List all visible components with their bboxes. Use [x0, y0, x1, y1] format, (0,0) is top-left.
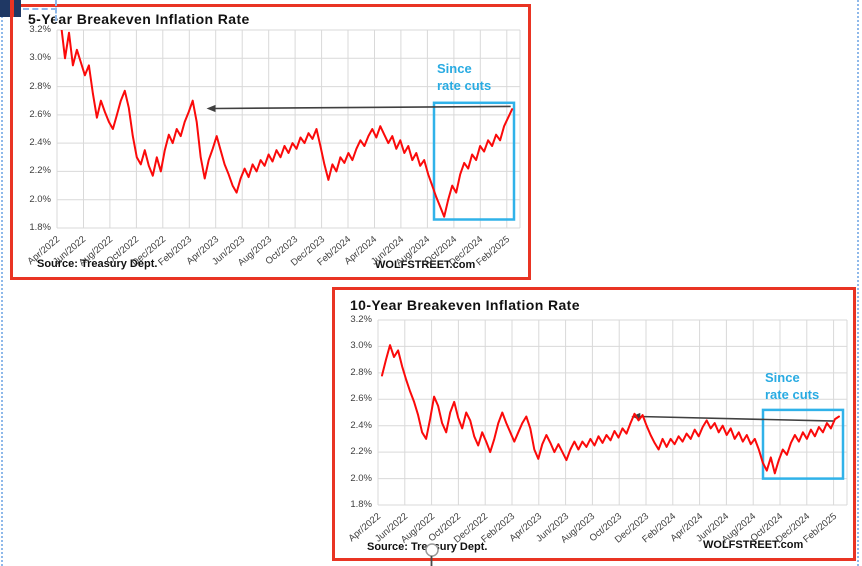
series-line [60, 30, 514, 218]
y-tick-label: 3.2% [350, 314, 372, 325]
source-label-5yr: Source: Treasury Dept. [37, 258, 158, 270]
comparison-arrow-line [214, 105, 511, 110]
y-tick-label: 3.2% [29, 24, 51, 35]
comparison-arrow-line [639, 415, 835, 422]
since-rate-cuts-annotation-5yr: Since rate cuts [437, 60, 491, 94]
annotation-line-1: Since [765, 370, 800, 385]
page-boundary-right [857, 0, 859, 566]
y-tick-label: 3.0% [29, 52, 51, 64]
y-tick-label: 1.8% [350, 499, 372, 510]
rate-cuts-highlight-box [432, 101, 516, 221]
series-line [381, 344, 840, 475]
y-tick-label: 2.6% [29, 108, 51, 120]
anchor-dash-horizontal [23, 8, 57, 10]
comparison-arrow-head [206, 104, 216, 113]
anchor-dash-vertical [55, 0, 57, 21]
y-tick-label: 2.8% [29, 80, 51, 92]
y-tick-label: 2.8% [350, 366, 372, 378]
since-rate-cuts-annotation-10yr: Since rate cuts [765, 369, 819, 403]
y-tick-label: 2.4% [350, 419, 372, 431]
y-tick-label: 2.0% [29, 193, 51, 205]
chart-10yr-breakeven[interactable]: 10-Year Breakeven Inflation Rate Since r… [332, 287, 856, 561]
y-tick-label: 2.2% [29, 165, 51, 177]
y-tick-label: 2.2% [350, 446, 372, 458]
y-tick-label: 2.4% [29, 137, 51, 149]
y-tick-label: 2.6% [350, 393, 372, 405]
chart-title-5yr: 5-Year Breakeven Inflation Rate [28, 11, 250, 27]
y-tick-label: 3.0% [350, 340, 372, 352]
annotation-line-2: rate cuts [765, 387, 820, 402]
wolfstreet-label-10yr: WOLFSTREET.com [703, 539, 804, 551]
chart-title-10yr: 10-Year Breakeven Inflation Rate [350, 297, 580, 313]
plot-svg-5yr [56, 29, 521, 229]
page-boundary-left [1, 0, 3, 566]
plot-svg-10yr [377, 319, 848, 506]
annotation-line-2: rate cuts [437, 78, 492, 93]
annotation-line-1: Since [437, 61, 472, 76]
wolfstreet-label-5yr: WOLFSTREET.com [375, 259, 476, 271]
chart-border-fragment [10, 0, 14, 17]
y-tick-label: 1.8% [29, 222, 51, 233]
y-tick-label: 2.0% [350, 472, 372, 484]
chart-5yr-breakeven[interactable]: 5-Year Breakeven Inflation Rate Since ra… [10, 4, 531, 280]
rate-cuts-highlight-box [761, 408, 845, 480]
